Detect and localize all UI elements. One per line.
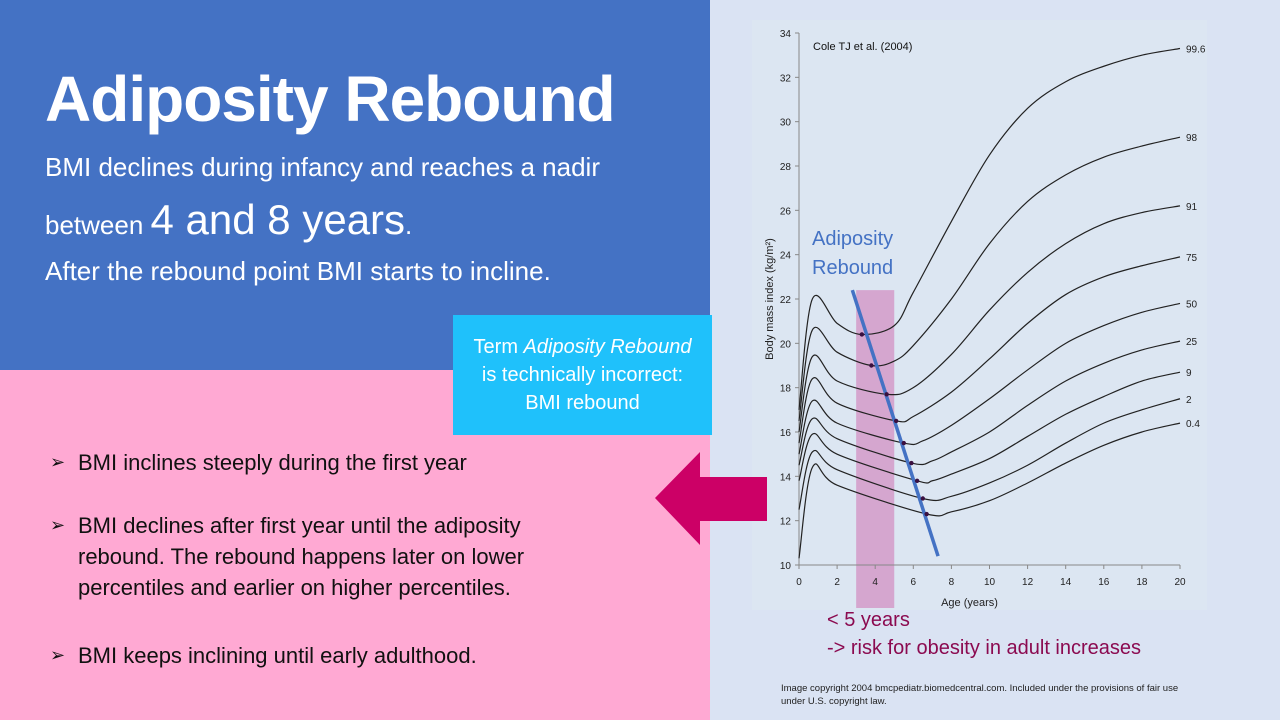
- y-tick-label: 24: [780, 251, 792, 262]
- x-tick-label: 20: [1174, 577, 1186, 588]
- arrow-bullet-icon: ➢: [50, 645, 66, 665]
- percentile-curve-9: [798, 371, 1181, 484]
- rebound-point: [909, 460, 914, 466]
- x-tick-label: 0: [796, 577, 802, 588]
- x-tick-label: 18: [1136, 577, 1148, 588]
- percentile-label: 98: [1186, 133, 1198, 144]
- percentile-curve-98: [798, 136, 1181, 422]
- intro-post: .: [405, 210, 413, 240]
- x-tick-label: 10: [984, 577, 996, 588]
- arrow-bullet-icon: ➢: [50, 515, 66, 535]
- percentile-label: 50: [1186, 299, 1198, 310]
- rebound-trend-line: [850, 289, 940, 557]
- y-axis-label: Body mass index (kg/m²): [764, 238, 776, 360]
- percentile-label: 25: [1186, 337, 1198, 348]
- bullet-text: BMI keeps inclining until early adulthoo…: [78, 643, 477, 668]
- copyright-notice: Image copyright 2004 bmcpediatr.biomedce…: [781, 683, 1179, 707]
- y-tick-label: 22: [780, 295, 792, 306]
- percentile-label: 2: [1186, 395, 1192, 406]
- bullet-item: ➢ BMI inclines steeply during the first y…: [50, 447, 610, 478]
- y-tick-label: 26: [780, 206, 792, 217]
- x-tick-label: 16: [1098, 577, 1110, 588]
- y-tick-label: 20: [780, 339, 792, 350]
- note-line-2: -> risk for obesity in adult increases: [827, 637, 1142, 659]
- rebound-point: [859, 332, 865, 337]
- intro-line-1: BMI declines during infancy and reaches …: [45, 152, 600, 182]
- bullet-item: ➢ BMI keeps inclining until early adultho…: [50, 640, 610, 671]
- bullet-text: BMI declines after first year until the …: [78, 513, 525, 600]
- x-tick-label: 6: [911, 577, 917, 588]
- callout-box: Term Adiposity Rebound is technically in…: [453, 315, 712, 435]
- percentile-label: 91: [1186, 202, 1198, 213]
- x-tick-label: 8: [949, 577, 955, 588]
- rebound-point: [920, 496, 926, 501]
- annotation-line-2: Rebound: [812, 257, 893, 279]
- percentile-label: 0.4: [1186, 419, 1200, 430]
- rebound-point: [901, 440, 906, 446]
- annotation-line-1: Adiposity: [812, 228, 893, 250]
- rebound-point: [893, 418, 899, 424]
- rebound-point: [924, 511, 929, 517]
- y-tick-label: 16: [780, 428, 792, 439]
- intro-pre: between: [45, 210, 151, 240]
- title-panel: [0, 0, 710, 370]
- y-tick-label: 12: [780, 517, 792, 528]
- rebound-point: [869, 363, 874, 368]
- percentile-curve-99.6: [798, 47, 1181, 410]
- y-tick-label: 34: [780, 29, 792, 40]
- arrow-bullet-icon: ➢: [50, 452, 66, 472]
- rebound-point: [914, 478, 920, 483]
- callout-line-2: is technically incorrect:: [481, 364, 684, 386]
- percentile-curve-0.4: [798, 422, 1181, 559]
- y-tick-label: 32: [780, 73, 792, 84]
- percentile-curve-50: [798, 302, 1181, 455]
- x-axis-label: Age (years): [941, 597, 998, 609]
- x-tick-label: 2: [834, 577, 840, 588]
- percentile-curve-25: [798, 340, 1181, 466]
- callout-line-3: BMI rebound: [525, 392, 640, 414]
- note-line-1: < 5 years: [827, 609, 910, 631]
- x-tick-label: 12: [1022, 577, 1034, 588]
- y-tick-label: 14: [780, 472, 792, 483]
- percentile-label: 75: [1186, 253, 1198, 264]
- y-tick-label: 30: [780, 118, 792, 129]
- y-tick-label: 28: [780, 162, 792, 173]
- percentile-label: 99.6: [1186, 45, 1206, 56]
- callout-pre: Term: [473, 336, 524, 358]
- intro-line-3: After the rebound point BMI starts to in…: [45, 256, 551, 286]
- source-label: Cole TJ et al. (2004): [813, 41, 912, 53]
- callout-term: Adiposity Rebound: [523, 336, 692, 358]
- percentile-curve-75: [798, 256, 1181, 444]
- left-arrow-icon: [655, 452, 767, 545]
- x-tick-label: 14: [1060, 577, 1072, 588]
- intro-age-range: 4 and 8 years: [150, 196, 406, 243]
- y-tick-label: 10: [780, 561, 792, 572]
- percentile-curve-91: [798, 205, 1181, 433]
- highlight-region: [856, 290, 895, 608]
- y-tick-label: 18: [780, 384, 792, 395]
- bullet-text: BMI inclines steeply during the first ye…: [78, 450, 467, 475]
- percentile-curve-2: [798, 398, 1181, 510]
- percentile-label: 9: [1186, 368, 1192, 379]
- intro-line-2: between 4 and 8 years.: [45, 196, 412, 244]
- rebound-point: [884, 392, 889, 397]
- bullet-item: ➢ BMI declines after first year until the…: [50, 510, 610, 603]
- x-tick-label: 4: [872, 577, 878, 588]
- slide-title: Adiposity Rebound: [45, 63, 616, 135]
